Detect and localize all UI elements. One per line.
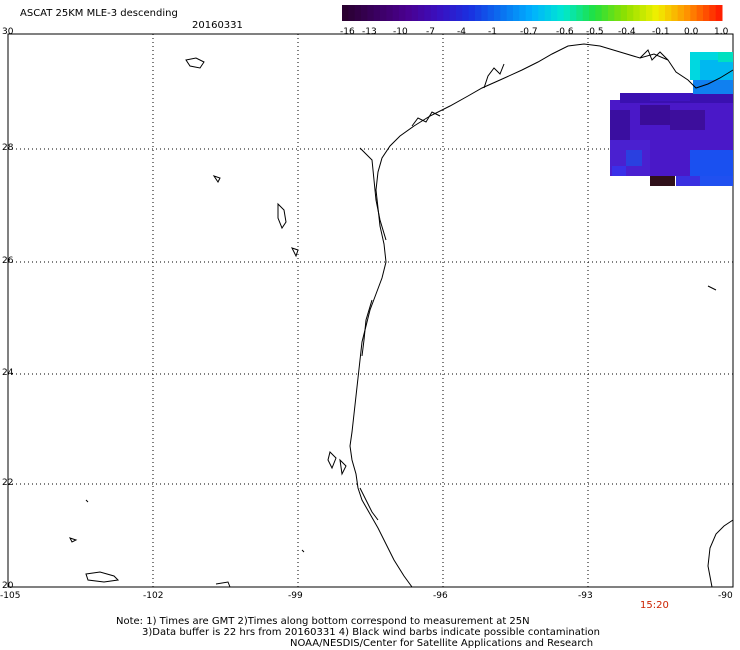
colorbar-swatch (367, 5, 375, 21)
colorbar-swatch (690, 5, 698, 21)
colorbar-swatch (411, 5, 419, 21)
colorbar-swatch (608, 5, 615, 21)
lon-label: -93 (578, 591, 593, 601)
colorbar-swatch (646, 5, 653, 21)
credit-line: NOAA/NESDIS/Center for Satellite Applica… (290, 638, 594, 649)
lat-label: 22 (2, 478, 14, 488)
colorbar-swatch (449, 5, 457, 21)
colorbar-swatch (506, 5, 514, 21)
wind-data-swath (610, 52, 733, 186)
colorbar-swatch (494, 5, 501, 21)
colorbar-swatch (462, 5, 470, 21)
lon-label: -105 (0, 591, 21, 601)
chart-date: 20160331 (192, 20, 243, 31)
colorbar-swatch (373, 5, 381, 21)
colorbar-swatch (671, 5, 679, 21)
colorbar-swatch (658, 5, 666, 21)
lon-label: -96 (433, 591, 448, 601)
colorbar-label: -0.5 (586, 27, 604, 37)
colorbar-swatch (595, 5, 603, 21)
note-line: 3)Data buffer is 22 hrs from 20160331 4)… (142, 627, 600, 638)
colorbar-label: -1 (488, 27, 497, 37)
colorbar-label: 1.0 (714, 27, 729, 37)
colorbar-swatch (361, 5, 368, 21)
colorbar-swatch (380, 5, 387, 21)
colorbar-swatch (342, 5, 349, 21)
lon-label: -102 (143, 591, 164, 601)
colorbar-swatch (513, 5, 520, 21)
colorbar-swatch (582, 5, 590, 21)
colorbar-swatch (487, 5, 495, 21)
colorbar-swatch (665, 5, 672, 21)
colorbar-swatch (639, 5, 647, 21)
lat-label: 28 (2, 143, 14, 153)
colorbar-swatch (500, 5, 508, 21)
colorbar-label: 0.0 (684, 27, 699, 37)
colorbar-swatch (563, 5, 571, 21)
colorbar-swatch (443, 5, 451, 21)
colorbar-swatch (386, 5, 394, 21)
colorbar-swatch (703, 5, 710, 21)
islands (69, 57, 717, 588)
colorbar (342, 5, 723, 21)
colorbar-swatch (620, 5, 628, 21)
colorbar-swatch (525, 5, 533, 21)
colorbar-swatch (456, 5, 463, 21)
colorbar-swatch (570, 5, 577, 21)
colorbar-label: -10 (393, 27, 408, 37)
colorbar-swatch (392, 5, 400, 21)
colorbar-swatch (544, 5, 552, 21)
note-line: Note: 1) Times are GMT 2)Times along bot… (116, 616, 530, 627)
colorbar-swatches (342, 5, 723, 21)
colorbar-swatch (475, 5, 482, 21)
colorbar-swatch (437, 5, 444, 21)
colorbar-swatch (715, 5, 723, 21)
colorbar-swatch (538, 5, 546, 21)
lat-label: 26 (2, 256, 14, 266)
colorbar-swatch (399, 5, 406, 21)
colorbar-swatch (601, 5, 609, 21)
lon-label: -90 (718, 591, 733, 601)
colorbar-swatch (576, 5, 584, 21)
colorbar-swatch (519, 5, 527, 21)
map-frame (7, 33, 734, 588)
colorbar-swatch (627, 5, 634, 21)
colorbar-swatch (430, 5, 438, 21)
colorbar-label: -7 (426, 27, 435, 37)
colorbar-swatch (652, 5, 660, 21)
lat-label: 30 (2, 27, 14, 37)
colorbar-label: -0.7 (520, 27, 538, 37)
colorbar-swatch (418, 5, 425, 21)
colorbar-label: -13 (362, 27, 377, 37)
colorbar-swatch (424, 5, 432, 21)
lat-label: 20 (2, 581, 14, 591)
colorbar-swatch (677, 5, 685, 21)
chart-title: ASCAT 25KM MLE-3 descending (20, 8, 178, 19)
colorbar-swatch (405, 5, 413, 21)
colorbar-swatch (348, 5, 356, 21)
colorbar-swatch (633, 5, 641, 21)
colorbar-label: -0.4 (618, 27, 636, 37)
colorbar-swatch (614, 5, 622, 21)
colorbar-swatch (551, 5, 558, 21)
colorbar-swatch (532, 5, 539, 21)
colorbar-label: -16 (340, 27, 355, 37)
colorbar-swatch (468, 5, 476, 21)
colorbar-swatch (481, 5, 489, 21)
colorbar-swatch (696, 5, 704, 21)
colorbar-swatch (589, 5, 596, 21)
colorbar-swatch (709, 5, 717, 21)
colorbar-label: -0.6 (556, 27, 574, 37)
colorbar-label: -0.1 (652, 27, 670, 37)
time-marker: 15:20 (640, 600, 669, 611)
lat-label: 24 (2, 368, 14, 378)
colorbar-label: -4 (457, 27, 466, 37)
colorbar-swatch (557, 5, 565, 21)
lon-label: -99 (288, 591, 303, 601)
colorbar-swatch (354, 5, 362, 21)
colorbar-swatch (684, 5, 691, 21)
coastline (349, 43, 734, 588)
